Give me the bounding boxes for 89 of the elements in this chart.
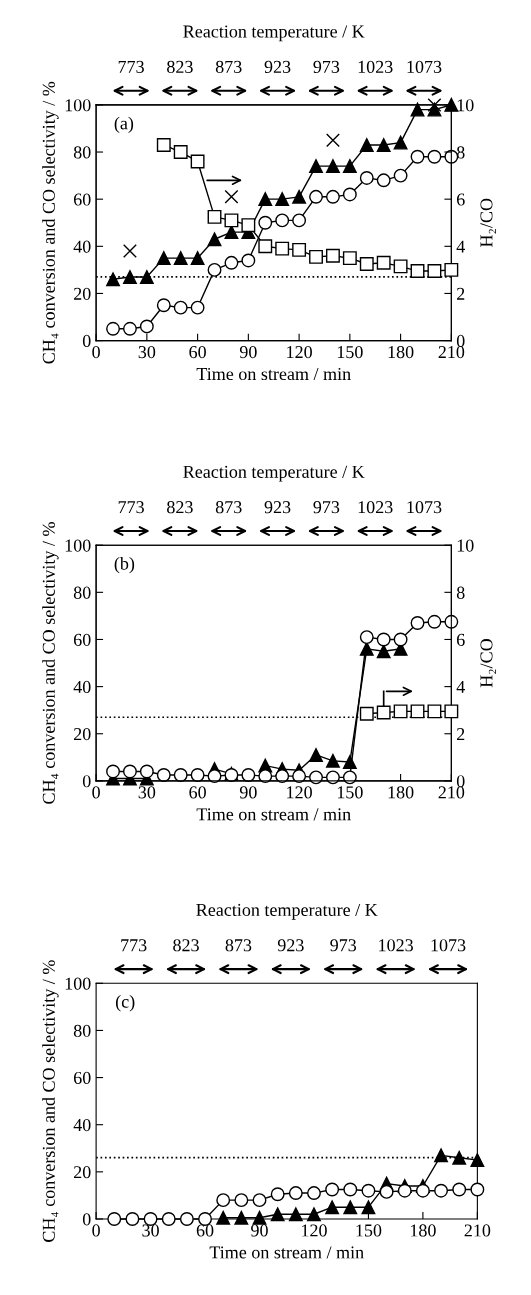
text: 1073 [407,60,442,73]
text: 773 [121,939,147,952]
x-tick-label: 0 [92,1224,100,1237]
y2-tick-label: 2 [457,287,465,300]
y2-tick-label: 8 [456,586,465,599]
text: 923 [277,939,304,952]
y2-tick-label: 8 [456,146,465,159]
text: 973 [330,939,357,952]
y-tick-label: 60 [73,633,91,646]
y-axis-title: CH₄ conversion and CO selectivity / % [42,522,59,804]
y-tick-label: 40 [73,1118,91,1132]
text: 823 [167,501,193,514]
x-tick-label: 60 [189,345,206,359]
text: 823 [173,939,199,952]
x-tick-label: 120 [287,786,312,799]
text: 1023 [379,939,413,952]
annotation: (a) [114,116,134,134]
y-tick-label: 100 [65,977,91,990]
x-tick-label: 180 [388,786,414,799]
x-tick-label: 30 [138,786,156,799]
x-tick-label: 150 [356,1224,382,1237]
x-tick-label: 120 [302,1224,327,1237]
text: 873 [215,60,242,73]
text: 1073 [407,501,442,514]
text: 973 [313,501,340,514]
y-tick-label: 40 [73,240,91,253]
x-tick-label: 210 [464,1224,491,1237]
y2-tick-label: 10 [457,99,474,112]
y-tick-label: 20 [73,728,91,741]
y2-tick-label: 6 [456,633,465,646]
x-tick-label: 30 [142,1224,159,1237]
text: 823 [167,60,193,73]
x2-axis-title: Reaction temperature / K [196,903,378,920]
x-tick-label: 90 [239,345,257,359]
y-tick-label: 0 [82,775,91,788]
y2-tick-label: 0 [456,775,465,788]
y-axis-title: CH₄ conversion and CO selectivity / % [42,81,59,364]
x-tick-label: 0 [92,345,100,359]
x-axis-title: Time on stream / min [196,808,351,821]
x-tick-label: 60 [196,1224,214,1237]
x-tick-label: 0 [92,786,100,799]
x2-axis-title: Reaction temperature / K [183,25,365,42]
x-tick-label: 210 [438,786,465,799]
text: 1023 [358,501,393,514]
x-tick-label: 90 [251,1224,268,1237]
annotation: (b) [114,556,135,574]
text: 923 [264,60,291,73]
y2-tick-label: 4 [456,680,465,693]
y-tick-label: 80 [73,1024,91,1037]
y2-tick-label: 0 [456,334,465,348]
y2-axis-title: H₂/CO [480,198,497,247]
y-tick-label: 100 [65,539,91,552]
text: 973 [313,60,340,73]
x-axis-title: Time on stream / min [196,367,351,381]
text: 873 [225,939,252,952]
y2-tick-label: 10 [457,539,474,552]
x-tick-label: 150 [337,786,363,799]
x-tick-label: 180 [410,1224,436,1237]
y2-axis-title: H₂/CO [480,639,497,688]
y-tick-label: 40 [73,680,91,694]
y-tick-label: 80 [73,146,91,159]
y-tick-label: 20 [73,1166,91,1179]
y-axis-title: CH₄ conversion and CO selectivity / % [42,960,59,1242]
y-tick-label: 0 [82,334,91,348]
x-tick-label: 90 [239,786,257,799]
y-tick-label: 80 [73,586,91,599]
x-tick-label: 150 [337,345,363,359]
text: 1073 [431,939,466,952]
text: 773 [118,501,144,514]
x-tick-label: 210 [438,345,465,359]
text: 923 [264,501,291,514]
text: 1023 [358,60,393,73]
y2-tick-label: 2 [457,728,465,741]
x-tick-label: 60 [189,786,206,799]
x-axis-title: Time on stream / min [209,1246,364,1259]
x2-axis-title: Reaction temperature / K [183,465,365,482]
y-tick-label: 60 [73,193,91,206]
text: 873 [215,501,242,514]
y2-tick-label: 6 [456,193,465,206]
y2-tick-label: 4 [456,240,465,253]
x-tick-label: 120 [287,345,312,359]
annotation: (c) [115,995,135,1012]
x-tick-label: 180 [388,345,414,359]
y-tick-label: 20 [73,287,91,300]
text: 773 [118,60,144,73]
y-tick-label: 0 [82,1213,91,1226]
x-tick-label: 30 [138,345,156,359]
y-tick-label: 60 [73,1071,91,1085]
y-tick-label: 100 [65,99,91,112]
